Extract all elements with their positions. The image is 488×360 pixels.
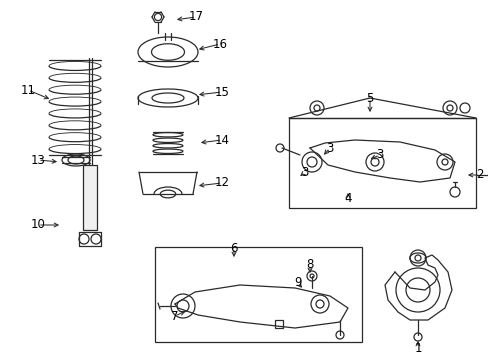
Text: 16: 16 [212,37,227,50]
Circle shape [370,158,378,166]
Text: 1: 1 [413,342,421,355]
Text: 5: 5 [366,91,373,104]
Circle shape [275,144,284,152]
Circle shape [442,101,456,115]
Circle shape [459,103,469,113]
Circle shape [449,187,459,197]
Circle shape [309,274,313,278]
Text: 3: 3 [325,141,333,154]
Circle shape [446,105,452,111]
Text: 7: 7 [171,310,179,323]
Circle shape [365,153,383,171]
Circle shape [177,300,189,312]
Bar [155,247,361,342]
Circle shape [154,13,161,21]
Circle shape [313,105,319,111]
Text: 10: 10 [30,219,45,231]
Circle shape [310,295,328,313]
Circle shape [436,154,452,170]
Text: 17: 17 [188,10,203,23]
Circle shape [302,152,321,172]
Text: 2: 2 [475,168,483,181]
Text: 8: 8 [305,258,313,271]
Bar [274,320,283,328]
Text: 9: 9 [294,276,301,289]
Text: 11: 11 [20,84,36,96]
Circle shape [306,157,316,167]
Circle shape [315,300,324,308]
Circle shape [441,159,447,165]
Circle shape [395,268,439,312]
Text: 6: 6 [230,242,237,255]
Text: 14: 14 [214,134,229,147]
Text: 3: 3 [376,148,383,162]
Text: 4: 4 [344,192,351,204]
Circle shape [335,331,343,339]
Circle shape [309,101,324,115]
Text: 12: 12 [214,176,229,189]
Text: 3: 3 [301,166,308,179]
Text: 15: 15 [214,85,229,99]
Circle shape [405,278,429,302]
Bar [83,165,97,230]
Circle shape [306,271,316,281]
Circle shape [91,234,101,244]
Circle shape [414,255,420,261]
Text: 13: 13 [30,153,45,166]
Circle shape [409,250,425,266]
Bar [288,118,475,208]
Circle shape [413,333,421,341]
Circle shape [79,234,89,244]
Circle shape [171,294,195,318]
